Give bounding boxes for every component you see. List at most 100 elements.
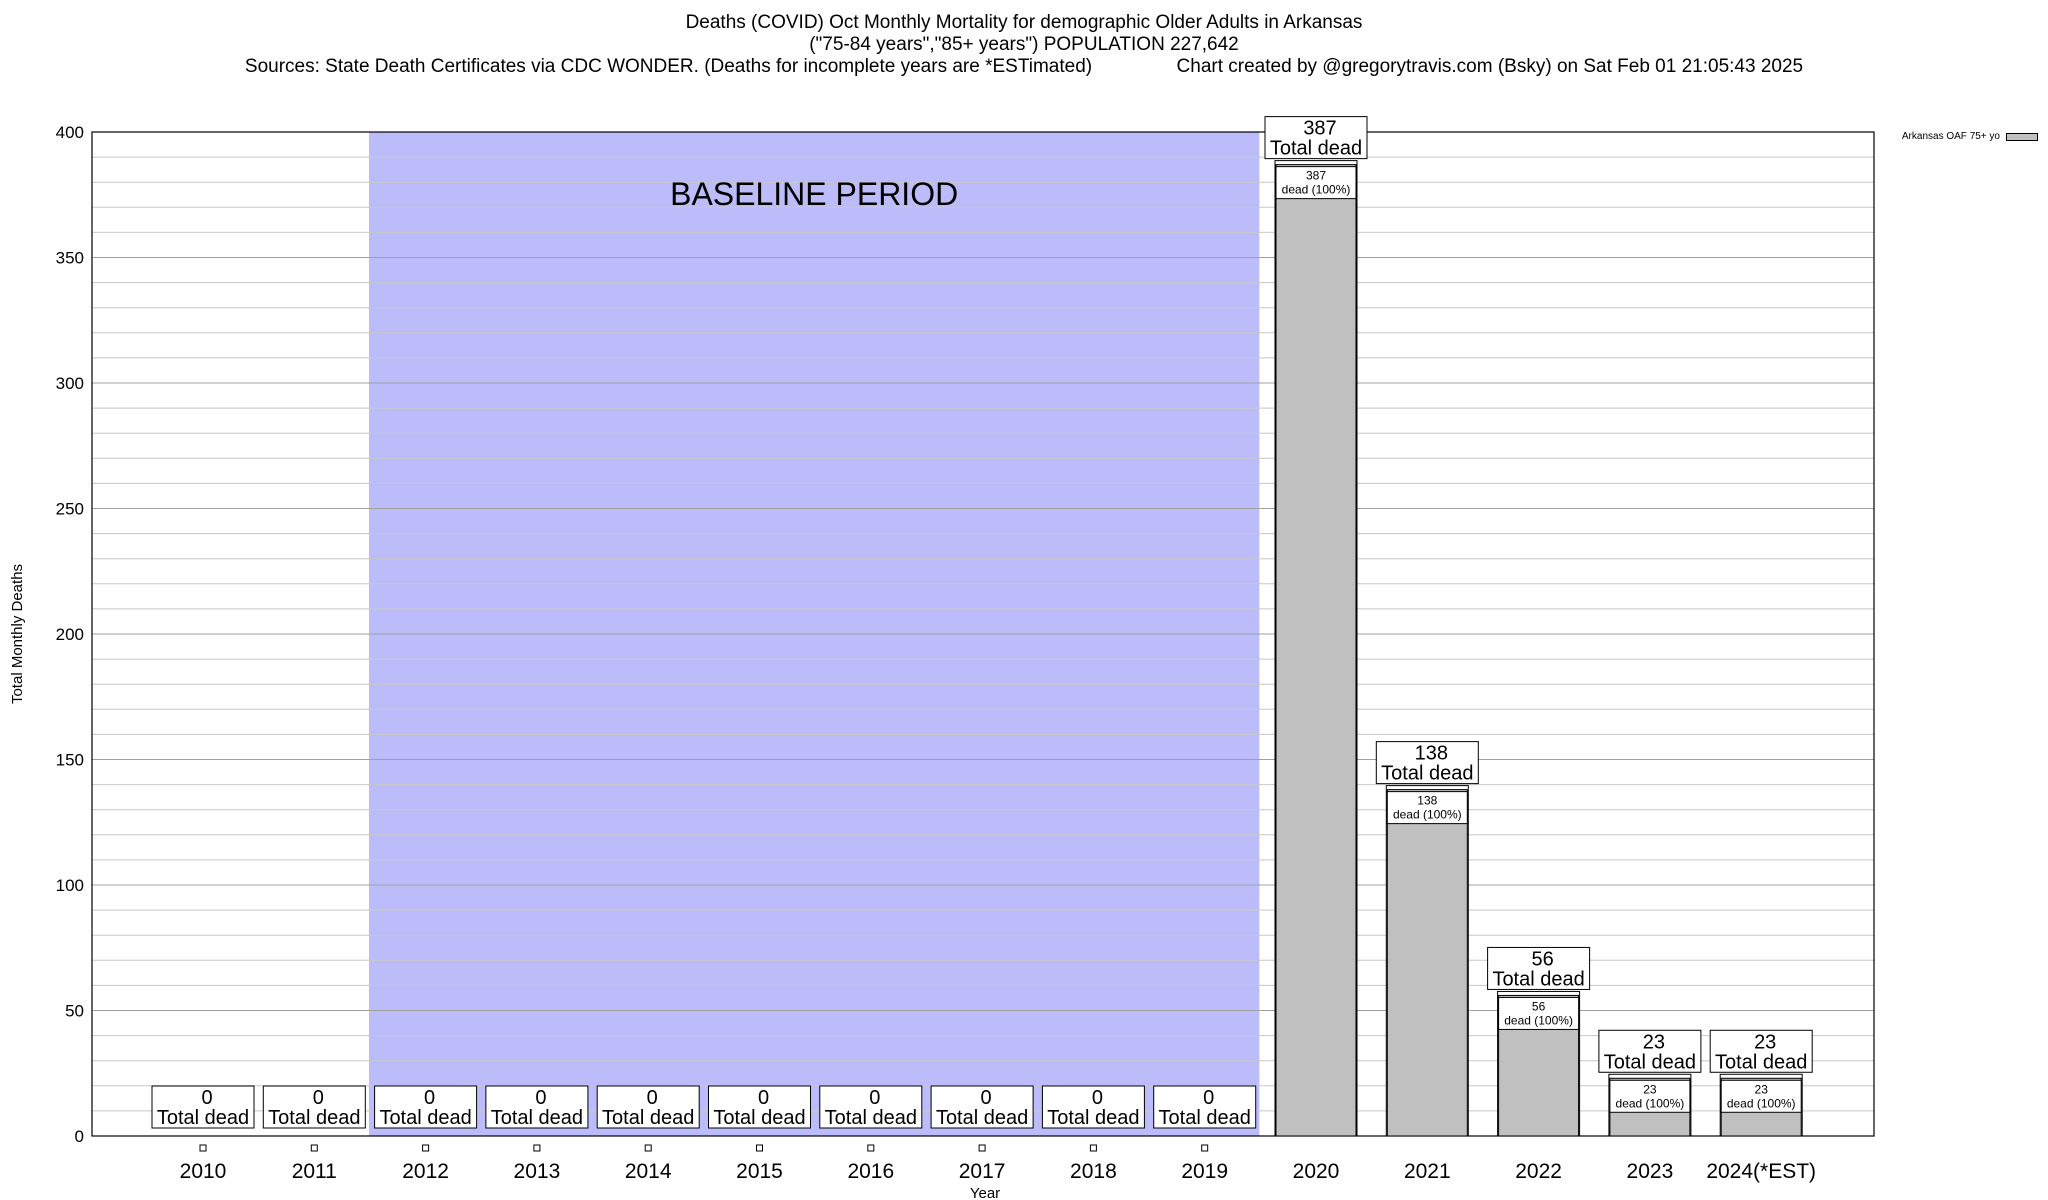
total-label-value: 0 [201, 1087, 212, 1109]
total-label-value: 0 [981, 1087, 992, 1109]
total-label-box [1487, 946, 1591, 990]
x-tick-label: 2016 [847, 1160, 894, 1183]
total-label-text: Total dead [1047, 1107, 1139, 1129]
bar-inner-label-box [1275, 166, 1357, 200]
total-label-text: Total dead [825, 1107, 917, 1129]
bar [1386, 789, 1468, 1137]
total-label-value: 0 [424, 1087, 435, 1109]
x-tick-label: 2010 [180, 1160, 227, 1183]
total-label-text: Total dead [1270, 138, 1362, 160]
bar-inner-value: 56 [1532, 999, 1546, 1013]
zero-marker [978, 1144, 986, 1152]
plot-frame [91, 131, 1875, 1137]
zero-marker [310, 1144, 318, 1152]
x-tick-label: 2014 [625, 1160, 672, 1183]
bar-inner-value: 23 [1755, 1082, 1769, 1096]
x-tick-label: 2019 [1181, 1160, 1228, 1183]
total-label-box [1598, 1029, 1702, 1073]
x-tick-label: 2020 [1293, 1160, 1340, 1183]
bar-inner-text: dead (100%) [1282, 183, 1351, 197]
x-tick-label: 2017 [959, 1160, 1006, 1183]
bar-inner-text: dead (100%) [1616, 1096, 1685, 1110]
zero-marker [644, 1144, 652, 1152]
total-label-text: Total dead [1715, 1051, 1807, 1073]
y-tick-label: 300 [56, 374, 84, 393]
x-tick-label: 2012 [402, 1160, 449, 1183]
baseline-label: BASELINE PERIOD [670, 176, 958, 212]
total-label-box [1153, 1085, 1257, 1129]
total-label-box [930, 1085, 1034, 1129]
total-label-text: Total dead [936, 1107, 1028, 1129]
bar-inner-label-box [1498, 996, 1580, 1030]
bar [1275, 164, 1357, 1137]
legend-label: Arkansas OAF 75+ yo [1901, 131, 2000, 142]
legend-swatch [2006, 132, 2038, 141]
zero-marker [1201, 1144, 1209, 1152]
total-label-text: Total dead [1159, 1107, 1251, 1129]
total-label-value: 0 [758, 1087, 769, 1109]
total-label-text: Total dead [1381, 763, 1473, 785]
total-label-value: 0 [313, 1087, 324, 1109]
bar-inner-value: 23 [1643, 1082, 1657, 1096]
x-tick-label: 2013 [514, 1160, 561, 1183]
total-label-text: Total dead [1604, 1051, 1696, 1073]
y-tick-label: 150 [56, 751, 84, 770]
y-tick-label: 100 [56, 876, 84, 895]
total-label-text: Total dead [491, 1107, 583, 1129]
y-axis-label: Total Monthly Deaths [9, 564, 26, 704]
y-tick-label: 0 [75, 1127, 84, 1146]
total-label-text: Total dead [602, 1107, 694, 1129]
chart-title-line1: Deaths (COVID) Oct Monthly Mortality for… [685, 12, 1363, 33]
x-tick-label: 2015 [736, 1160, 783, 1183]
y-tick-label: 50 [65, 1002, 84, 1021]
bar-inner-text: dead (100%) [1504, 1013, 1573, 1027]
total-label-box [262, 1085, 366, 1129]
bar-inner-label-box [1609, 1079, 1691, 1113]
total-label-value: 387 [1303, 118, 1336, 140]
zero-marker [756, 1144, 763, 1152]
bar-inner-label-box [1386, 791, 1468, 825]
total-label-box [1264, 116, 1368, 160]
x-tick-label: 2011 [292, 1160, 337, 1183]
total-label-text: Total dead [268, 1107, 360, 1129]
y-tick-label: 400 [56, 123, 84, 142]
bar-inner-text: dead (100%) [1393, 808, 1462, 822]
total-label-box [1041, 1085, 1145, 1129]
total-label-box [819, 1085, 923, 1129]
total-label-value: 0 [1092, 1087, 1103, 1109]
x-tick-label: 2024(*EST) [1706, 1160, 1816, 1183]
zero-marker [533, 1144, 541, 1152]
total-label-text: Total dead [1492, 968, 1584, 990]
zero-marker [422, 1144, 430, 1152]
total-label-box [596, 1085, 700, 1129]
total-label-box [1375, 741, 1479, 785]
total-label-text: Total dead [713, 1107, 805, 1129]
x-tick-label: 2023 [1627, 1160, 1674, 1183]
total-label-box [708, 1085, 811, 1129]
total-label-box [151, 1085, 255, 1129]
chart-title-line3: Sources: State Death Certificates via CD… [244, 56, 1804, 77]
chart-titles: Deaths (COVID) Oct Monthly Mortality for… [0, 12, 2048, 78]
chart-title-line2: ("75-84 years","85+ years") POPULATION 2… [809, 34, 1239, 55]
total-label-value: 138 [1415, 743, 1448, 765]
total-label-value: 0 [1203, 1087, 1214, 1109]
zero-marker [1089, 1144, 1097, 1152]
x-tick-label: 2022 [1515, 1160, 1562, 1183]
total-label-text: Total dead [379, 1107, 471, 1129]
total-label-value: 0 [647, 1087, 658, 1109]
total-label-box [1709, 1029, 1813, 1073]
legend: Arkansas OAF 75+ yo [1902, 131, 2038, 142]
total-label-box [374, 1085, 478, 1129]
y-tick-label: 200 [56, 625, 84, 644]
total-label-value: 23 [1754, 1031, 1776, 1053]
x-axis-label: Year [970, 1185, 1000, 1200]
zero-marker [199, 1144, 207, 1152]
bar-inner-label-box [1720, 1079, 1802, 1113]
x-tick-label: 2021 [1404, 1160, 1451, 1183]
bar-inner-text: dead (100%) [1727, 1096, 1796, 1110]
y-tick-label: 350 [56, 249, 84, 268]
bar-inner-value: 138 [1417, 794, 1437, 808]
total-label-value: 0 [869, 1087, 880, 1109]
bar-inner-value: 387 [1306, 169, 1326, 183]
